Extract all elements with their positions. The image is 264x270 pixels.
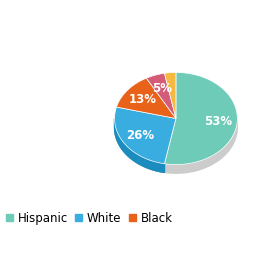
Polygon shape — [115, 119, 237, 173]
Polygon shape — [115, 119, 164, 173]
Polygon shape — [115, 107, 176, 164]
Polygon shape — [115, 121, 164, 173]
Text: 26%: 26% — [126, 129, 155, 142]
Polygon shape — [164, 72, 176, 119]
Polygon shape — [146, 73, 176, 119]
Polygon shape — [116, 78, 176, 119]
Legend: Hispanic, White, Black: Hispanic, White, Black — [1, 207, 177, 230]
Text: 5%: 5% — [152, 82, 172, 96]
Polygon shape — [164, 72, 237, 164]
Text: 53%: 53% — [204, 115, 232, 128]
Text: 13%: 13% — [129, 93, 157, 106]
